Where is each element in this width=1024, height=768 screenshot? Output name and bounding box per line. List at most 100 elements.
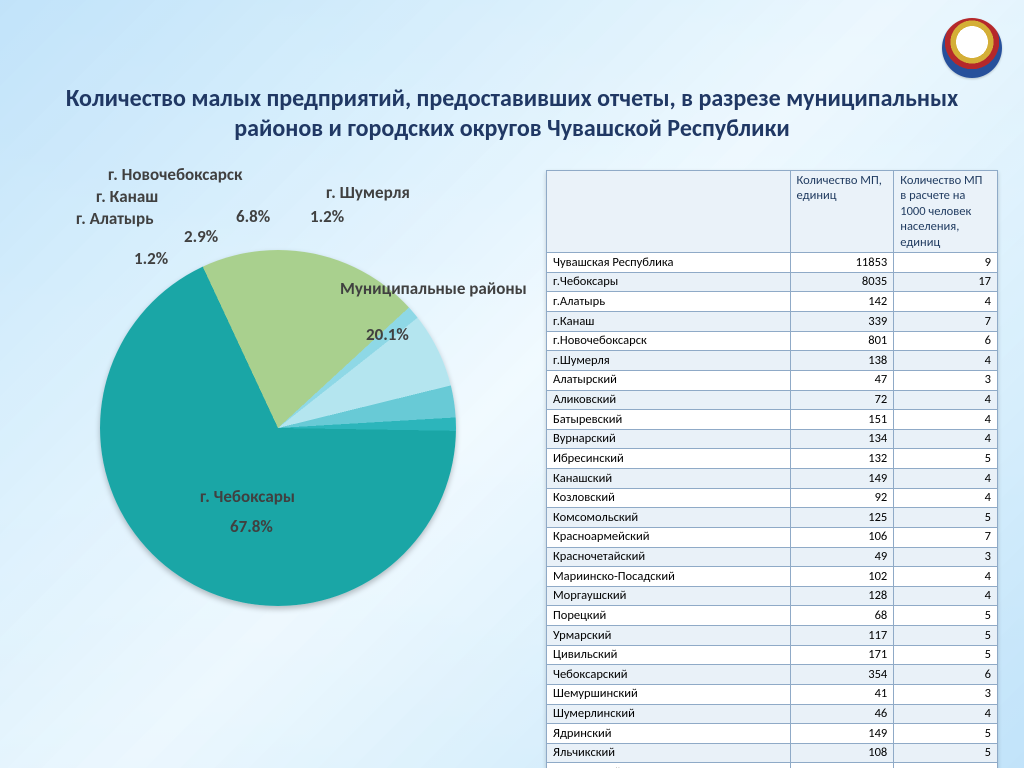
- table-cell-per1k: 5: [894, 508, 998, 528]
- table-cell-per1k: 7: [894, 527, 998, 547]
- table-cell-per1k: 5: [894, 743, 998, 763]
- table-cell-count: 57: [790, 763, 894, 768]
- table-cell-name: г.Новочебоксарск: [547, 331, 791, 351]
- table-cell-count: 125: [790, 508, 894, 528]
- table-cell-name: Ибресинский: [547, 449, 791, 469]
- table-cell-name: Чувашская Республика: [547, 253, 791, 273]
- table-row: Урмарский1175: [547, 626, 998, 646]
- table-cell-per1k: 17: [894, 272, 998, 292]
- table-header-per1k: Количество МП в расчете на 1000 человек …: [894, 171, 998, 253]
- table-cell-name: Моргаушский: [547, 586, 791, 606]
- table-row: Красноармейский1067: [547, 527, 998, 547]
- table-cell-count: 46: [790, 704, 894, 724]
- table-row: Шумерлинский464: [547, 704, 998, 724]
- table-cell-name: Мариинско-Посадский: [547, 567, 791, 587]
- pie-pct-districts: 20.1%: [366, 324, 409, 345]
- table-cell-count: 68: [790, 606, 894, 626]
- table-cell-count: 108: [790, 743, 894, 763]
- table-cell-name: Шумерлинский: [547, 704, 791, 724]
- pie-label-cheboksary: г. Чебоксары: [200, 486, 295, 507]
- table-row: Аликовский724: [547, 390, 998, 410]
- table-cell-name: Козловский: [547, 488, 791, 508]
- table-cell-per1k: 5: [894, 724, 998, 744]
- table-cell-name: Янтиковский: [547, 763, 791, 768]
- table-cell-count: 128: [790, 586, 894, 606]
- pie-pct-shumerlya: 1.2%: [310, 206, 344, 227]
- table-row: Ибресинский1325: [547, 449, 998, 469]
- table-row: Батыревский1514: [547, 410, 998, 430]
- table-cell-per1k: 4: [894, 586, 998, 606]
- table-cell-count: 801: [790, 331, 894, 351]
- table-cell-name: Комсомольский: [547, 508, 791, 528]
- table-cell-per1k: 5: [894, 606, 998, 626]
- table-cell-name: Аликовский: [547, 390, 791, 410]
- table-cell-count: 138: [790, 351, 894, 371]
- table-row: Порецкий685: [547, 606, 998, 626]
- table-row: Чувашская Республика118539: [547, 253, 998, 273]
- table-row: Шемуршинский413: [547, 684, 998, 704]
- table-cell-name: Чебоксарский: [547, 665, 791, 685]
- table-row: Яльчикский1085: [547, 743, 998, 763]
- table-cell-count: 149: [790, 469, 894, 489]
- table-cell-name: г.Алатырь: [547, 292, 791, 312]
- pie-label-novocheb: г. Новочебоксарск: [108, 164, 242, 185]
- table-cell-count: 72: [790, 390, 894, 410]
- table-row: г.Алатырь1424: [547, 292, 998, 312]
- table-cell-count: 134: [790, 429, 894, 449]
- pie-label-alatyr: г. Алатырь: [76, 208, 154, 229]
- table-header-count: Количество МП, единиц: [790, 171, 894, 253]
- table-row: г.Новочебоксарск8016: [547, 331, 998, 351]
- table-cell-count: 117: [790, 626, 894, 646]
- table-cell-count: 354: [790, 665, 894, 685]
- table-cell-count: 171: [790, 645, 894, 665]
- pie-chart-area: г. Шумерля г. Новочебоксарск г. Канаш г.…: [30, 170, 530, 730]
- pie-pct-alatyr: 1.2%: [134, 248, 168, 269]
- table-cell-count: 149: [790, 724, 894, 744]
- table-cell-per1k: 4: [894, 390, 998, 410]
- table-cell-name: Канашский: [547, 469, 791, 489]
- table-cell-name: г.Чебоксары: [547, 272, 791, 292]
- table-row: Вурнарский1344: [547, 429, 998, 449]
- table-cell-per1k: 3: [894, 684, 998, 704]
- pie-pct-cheboksary: 67.8%: [230, 516, 273, 537]
- table-cell-count: 49: [790, 547, 894, 567]
- table-cell-per1k: 4: [894, 351, 998, 371]
- table-cell-name: Шемуршинский: [547, 684, 791, 704]
- table-row: г.Чебоксары803517: [547, 272, 998, 292]
- table-cell-per1k: 6: [894, 331, 998, 351]
- table-row: Ядринский1495: [547, 724, 998, 744]
- table-row: Красночетайский493: [547, 547, 998, 567]
- table-cell-per1k: 3: [894, 370, 998, 390]
- table-cell-count: 102: [790, 567, 894, 587]
- table-cell-name: Вурнарский: [547, 429, 791, 449]
- pie-pct-novocheb: 6.8%: [236, 206, 270, 227]
- pie-pct-kanash: 2.9%: [184, 226, 218, 247]
- table-row: Комсомольский1255: [547, 508, 998, 528]
- table-row: Цивильский1715: [547, 645, 998, 665]
- table-row: г.Шумерля1384: [547, 351, 998, 371]
- table-cell-name: Яльчикский: [547, 743, 791, 763]
- table-row: Янтиковский573: [547, 763, 998, 768]
- table-cell-per1k: 4: [894, 410, 998, 430]
- table-cell-count: 132: [790, 449, 894, 469]
- pie-label-shumerlya: г. Шумерля: [326, 182, 410, 203]
- table-cell-per1k: 9: [894, 253, 998, 273]
- table-cell-name: Красночетайский: [547, 547, 791, 567]
- table-cell-count: 339: [790, 312, 894, 332]
- pie-chart: [100, 250, 456, 606]
- table-cell-name: Красноармейский: [547, 527, 791, 547]
- table-cell-per1k: 5: [894, 626, 998, 646]
- pie-label-districts-text: Муниципальные районы: [340, 278, 527, 299]
- data-table-wrap: Количество МП, единиц Количество МП в ра…: [546, 170, 998, 768]
- table-row: Мариинско-Посадский1024: [547, 567, 998, 587]
- table-cell-per1k: 5: [894, 449, 998, 469]
- table-header-name: [547, 171, 791, 253]
- table-row: Канашский1494: [547, 469, 998, 489]
- table-cell-per1k: 4: [894, 567, 998, 587]
- table-cell-per1k: 4: [894, 292, 998, 312]
- table-row: Чебоксарский3546: [547, 665, 998, 685]
- table-cell-count: 142: [790, 292, 894, 312]
- table-cell-count: 106: [790, 527, 894, 547]
- table-cell-count: 47: [790, 370, 894, 390]
- pie-label-kanash: г. Канаш: [96, 186, 158, 207]
